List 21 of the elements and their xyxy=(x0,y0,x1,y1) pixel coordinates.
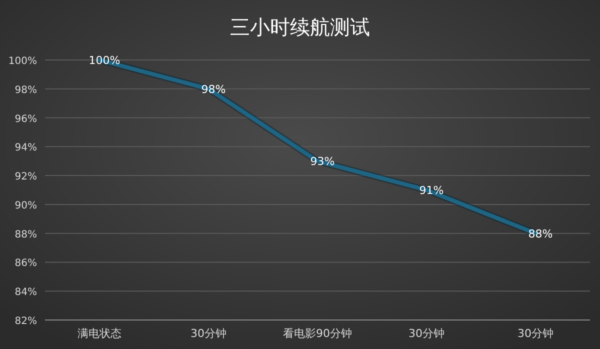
x-tick-label: 30分钟 xyxy=(408,327,444,340)
x-tick-label: 满电状态 xyxy=(78,327,122,340)
y-tick-label: 90% xyxy=(14,200,37,212)
y-tick-label: 98% xyxy=(14,84,37,96)
y-tick-label: 100% xyxy=(8,56,37,67)
data-label: 98% xyxy=(201,82,226,96)
x-tick-label: 30分钟 xyxy=(190,327,226,340)
data-label: 91% xyxy=(419,184,444,197)
x-tick-label: 30分钟 xyxy=(518,327,554,340)
y-tick-label: 92% xyxy=(14,172,37,183)
y-tick-label: 94% xyxy=(14,142,37,154)
y-tick-label: 88% xyxy=(14,229,37,240)
data-label: 100% xyxy=(88,54,120,67)
data-label: 93% xyxy=(310,155,335,168)
y-tick-label: 84% xyxy=(14,287,37,298)
data-label: 88% xyxy=(528,227,553,240)
y-tick-label: 86% xyxy=(14,258,37,270)
y-tick-label: 96% xyxy=(14,114,37,125)
x-tick-label: 看电影90分钟 xyxy=(283,327,352,340)
chart-title: 三小时续航测试 xyxy=(230,15,370,39)
y-tick-label: 82% xyxy=(14,316,37,327)
